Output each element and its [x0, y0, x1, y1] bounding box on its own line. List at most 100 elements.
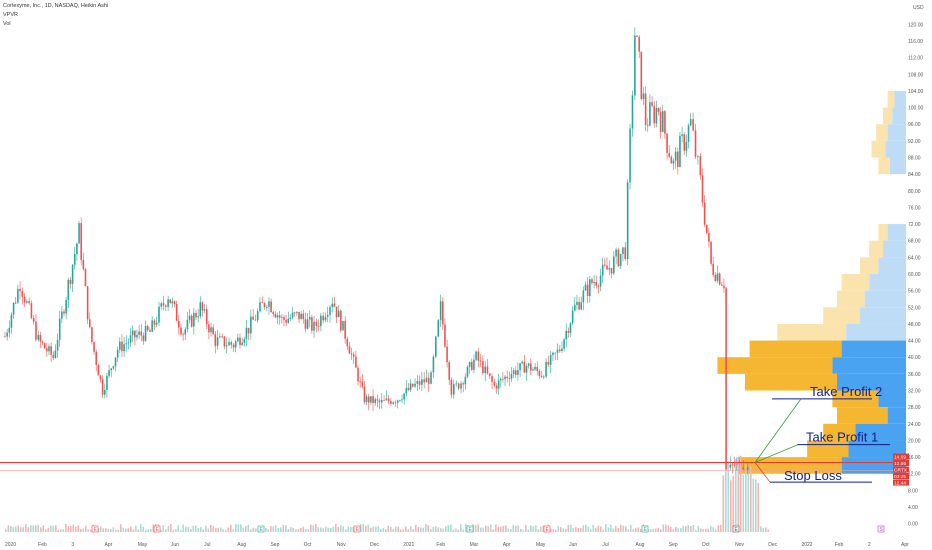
candle-body	[670, 156, 673, 164]
volume-bar	[740, 455, 742, 532]
event-marker[interactable]	[257, 525, 265, 533]
volume-bar	[220, 527, 222, 532]
candle-body	[182, 334, 184, 336]
y-tick-label: 96.00	[908, 122, 921, 128]
candle-body	[149, 330, 151, 332]
candle-body	[125, 343, 128, 345]
event-marker[interactable]	[353, 525, 361, 533]
volume-bar	[77, 525, 80, 532]
price-badge-bg	[893, 453, 909, 460]
x-tick-label: Dec	[768, 542, 777, 548]
volume-bar	[662, 524, 665, 532]
volume-bar	[430, 529, 432, 532]
candle-body	[48, 346, 50, 352]
volume-bar	[747, 473, 750, 532]
candle-body	[466, 366, 469, 377]
price-badge-text: CRTX	[894, 468, 908, 474]
volume-bar	[225, 529, 227, 532]
price-badge-text: 14.69	[894, 455, 906, 461]
profile-up-bar	[878, 257, 906, 274]
volume-bar	[600, 526, 602, 532]
x-tick-label: May	[536, 542, 546, 548]
volume-bar	[90, 529, 92, 532]
candle-body	[484, 366, 486, 374]
volume-bar	[492, 529, 495, 532]
x-tick-label: Oct	[702, 542, 710, 548]
volume-bar	[345, 529, 347, 532]
candle-body	[256, 311, 259, 321]
volume-bar	[127, 528, 130, 532]
candle-body	[523, 361, 526, 373]
profile-down-bar	[823, 307, 860, 324]
candle-body	[296, 311, 298, 313]
candle-body	[733, 464, 736, 466]
candle-body	[508, 378, 511, 379]
candle-body	[287, 318, 290, 323]
volume-bar	[397, 526, 400, 532]
candle-body	[266, 306, 268, 308]
candle-body	[512, 370, 515, 374]
candle-body	[239, 337, 241, 346]
take-profit-2-label[interactable]: Take Profit 2	[810, 384, 882, 399]
volume-bar	[455, 528, 457, 532]
volume-bar	[372, 526, 375, 532]
profile-down-bar	[878, 224, 888, 241]
volume-bar	[352, 527, 355, 532]
volume-bar	[610, 524, 612, 532]
candle-body	[714, 274, 717, 281]
candle-body	[169, 299, 172, 304]
x-tick-label: Feb	[436, 542, 445, 548]
candle-body	[604, 264, 606, 266]
x-tick-label: Aug	[636, 542, 645, 548]
volume-bar	[507, 528, 510, 532]
candle-body	[355, 356, 357, 368]
volume-bar	[40, 527, 42, 532]
event-marker[interactable]	[877, 525, 885, 533]
profile-up-bar	[878, 390, 906, 408]
volume-bar	[152, 524, 155, 532]
volume-bar	[572, 527, 575, 532]
candle-body	[268, 301, 270, 307]
candle-body	[409, 383, 412, 390]
volume-bar	[245, 526, 247, 532]
volume-bar	[537, 529, 540, 532]
event-marker[interactable]	[543, 525, 551, 533]
indicator-vol-label[interactable]: Vol	[3, 21, 11, 27]
stop-loss-label[interactable]: Stop Loss	[784, 468, 842, 483]
profile-down-bar	[887, 90, 895, 108]
candle-body	[563, 339, 565, 349]
candle-body	[84, 269, 87, 287]
candle-body	[54, 350, 57, 358]
event-marker[interactable]	[732, 525, 740, 533]
volume-bar	[305, 529, 307, 532]
volume-bar	[335, 524, 337, 532]
x-tick-label: 3	[71, 542, 74, 548]
event-marker[interactable]	[466, 525, 474, 533]
volume-bar	[427, 525, 430, 532]
volume-bar	[422, 527, 425, 532]
arrow-to-tp2	[754, 398, 802, 463]
candle-body	[110, 368, 113, 371]
candle-body	[180, 327, 182, 335]
take-profit-1-label[interactable]: Take Profit 1	[806, 430, 878, 445]
candle-body	[65, 300, 67, 314]
volume-bar	[162, 525, 165, 532]
volume-bar	[760, 526, 762, 532]
volume-bar	[337, 526, 340, 532]
volume-bar	[292, 527, 295, 532]
event-marker[interactable]	[91, 525, 99, 533]
candle-body	[283, 316, 285, 320]
volume-bar	[477, 524, 480, 532]
event-marker[interactable]	[153, 525, 161, 533]
event-marker-label: E	[644, 527, 648, 533]
indicator-vpvr-label[interactable]: VPVR	[3, 12, 18, 18]
volume-bar	[320, 527, 322, 532]
candle-body	[357, 367, 359, 382]
volume-bar	[287, 529, 290, 532]
volume-bar	[495, 524, 497, 532]
y-tick-label: 16.00	[908, 455, 921, 461]
candle-body	[617, 249, 620, 266]
event-marker[interactable]	[641, 525, 649, 533]
y-tick-label: 88.00	[908, 155, 921, 161]
